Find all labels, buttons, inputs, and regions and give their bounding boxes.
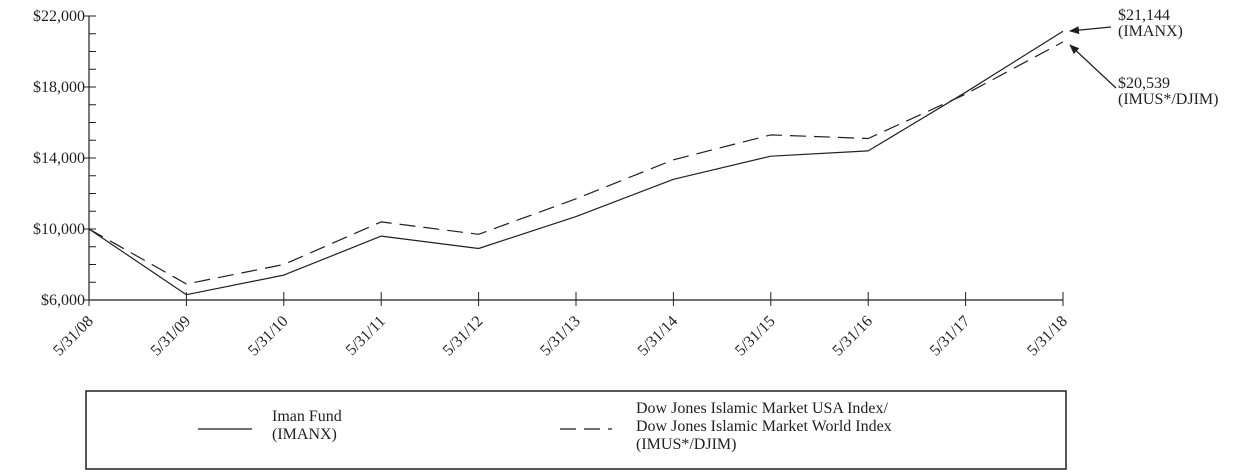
x-tick-label: 5/31/09 [148, 313, 195, 360]
x-tick-label: 5/31/12 [440, 313, 487, 360]
legend-box [85, 390, 1067, 470]
annotation-iman-fund-end-value: $21,144 (IMANX) [1118, 7, 1183, 40]
x-tick-label: 5/31/15 [732, 313, 779, 360]
arrow-icon [1069, 44, 1117, 89]
arrow-icon [1069, 26, 1112, 35]
annotation-index-end-value: $20,539 (IMUS*/DJIM) [1118, 75, 1218, 108]
series-line-iman-fund [88, 30, 1064, 296]
x-tick-label: 5/31/11 [343, 313, 389, 359]
series-layer [88, 30, 1064, 296]
x-tick-label: 5/31/08 [50, 313, 97, 360]
axes: $6,000 $10,000 $14,000 $18,000 $22,000 5/31/0… [33, 8, 1071, 359]
end-value-annotations: $21,144 (IMANX) $20,539 (IMUS*/DJIM) [1069, 7, 1218, 108]
y-tick-label: $18,000 [33, 79, 85, 96]
legend: Iman Fund (IMANX) Dow Jones Islamic Market… [85, 390, 1067, 470]
x-tick-label: 5/31/18 [1024, 313, 1071, 360]
x-tick-label: 5/31/16 [829, 313, 876, 360]
y-tick-label: $22,000 [33, 8, 85, 25]
x-tick-label: 5/31/10 [245, 313, 292, 360]
y-tick-label: $14,000 [33, 150, 85, 167]
x-tick-label: 5/31/13 [537, 313, 584, 360]
x-tick-label: 5/31/17 [927, 313, 974, 360]
y-tick-label: $10,000 [33, 221, 85, 238]
y-tick-label: $6,000 [41, 292, 85, 309]
legend-label-dow-jones-index: Dow Jones Islamic Market USA Index/Dow J… [636, 400, 892, 453]
legend-label-iman-fund: Iman Fund (IMANX) [272, 408, 342, 443]
series-line-dow-jones-index [88, 41, 1064, 285]
x-tick-label: 5/31/14 [635, 313, 682, 360]
